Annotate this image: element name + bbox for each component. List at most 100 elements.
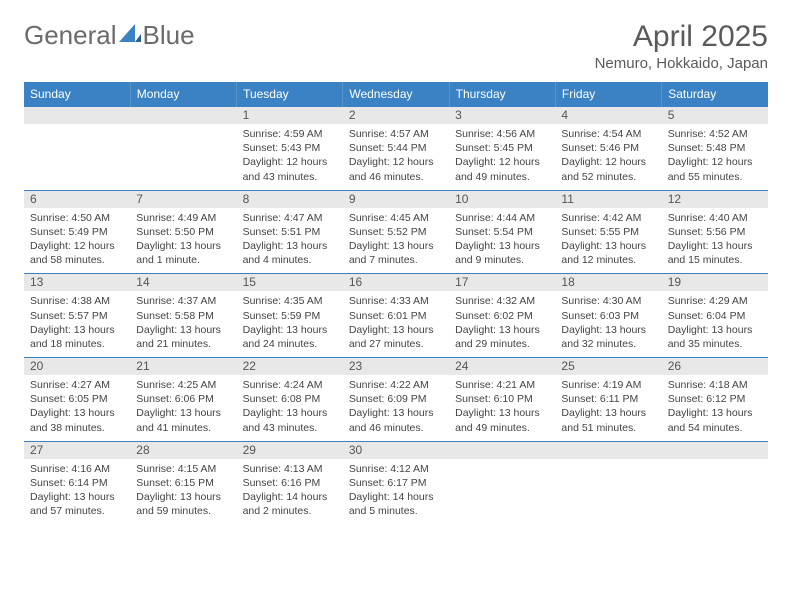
day-content	[24, 124, 130, 184]
day-cell: 2Sunrise: 4:57 AMSunset: 5:44 PMDaylight…	[343, 107, 449, 191]
day-content: Sunrise: 4:59 AMSunset: 5:43 PMDaylight:…	[237, 124, 343, 190]
daylight-text: Daylight: 12 hours and 49 minutes.	[455, 155, 549, 183]
day-cell: 16Sunrise: 4:33 AMSunset: 6:01 PMDayligh…	[343, 274, 449, 358]
sunset-text: Sunset: 5:54 PM	[455, 225, 549, 239]
daylight-text: Daylight: 12 hours and 52 minutes.	[561, 155, 655, 183]
week-row: 13Sunrise: 4:38 AMSunset: 5:57 PMDayligh…	[24, 274, 768, 358]
day-header-row: Sunday Monday Tuesday Wednesday Thursday…	[24, 82, 768, 107]
day-content: Sunrise: 4:21 AMSunset: 6:10 PMDaylight:…	[449, 375, 555, 441]
week-row: 6Sunrise: 4:50 AMSunset: 5:49 PMDaylight…	[24, 190, 768, 274]
daylight-text: Daylight: 12 hours and 58 minutes.	[30, 239, 124, 267]
sunset-text: Sunset: 6:16 PM	[243, 476, 337, 490]
day-cell: 6Sunrise: 4:50 AMSunset: 5:49 PMDaylight…	[24, 190, 130, 274]
daylight-text: Daylight: 13 hours and 46 minutes.	[349, 406, 443, 434]
sunset-text: Sunset: 6:09 PM	[349, 392, 443, 406]
daylight-text: Daylight: 13 hours and 49 minutes.	[455, 406, 549, 434]
day-content: Sunrise: 4:15 AMSunset: 6:15 PMDaylight:…	[130, 459, 236, 525]
day-content: Sunrise: 4:12 AMSunset: 6:17 PMDaylight:…	[343, 459, 449, 525]
calendar-body: 1Sunrise: 4:59 AMSunset: 5:43 PMDaylight…	[24, 107, 768, 525]
daylight-text: Daylight: 13 hours and 38 minutes.	[30, 406, 124, 434]
day-cell	[449, 441, 555, 524]
day-cell	[555, 441, 661, 524]
sunrise-text: Sunrise: 4:45 AM	[349, 211, 443, 225]
logo-sail-icon	[119, 20, 141, 51]
daylight-text: Daylight: 13 hours and 15 minutes.	[668, 239, 762, 267]
day-header-sun: Sunday	[24, 82, 130, 107]
day-cell: 14Sunrise: 4:37 AMSunset: 5:58 PMDayligh…	[130, 274, 236, 358]
day-content: Sunrise: 4:22 AMSunset: 6:09 PMDaylight:…	[343, 375, 449, 441]
day-content: Sunrise: 4:54 AMSunset: 5:46 PMDaylight:…	[555, 124, 661, 190]
day-content: Sunrise: 4:29 AMSunset: 6:04 PMDaylight:…	[662, 291, 768, 357]
daylight-text: Daylight: 13 hours and 57 minutes.	[30, 490, 124, 518]
day-cell	[24, 107, 130, 191]
daylight-text: Daylight: 13 hours and 32 minutes.	[561, 323, 655, 351]
sunset-text: Sunset: 6:17 PM	[349, 476, 443, 490]
day-cell: 23Sunrise: 4:22 AMSunset: 6:09 PMDayligh…	[343, 358, 449, 442]
sunrise-text: Sunrise: 4:13 AM	[243, 462, 337, 476]
day-cell: 19Sunrise: 4:29 AMSunset: 6:04 PMDayligh…	[662, 274, 768, 358]
sunset-text: Sunset: 5:48 PM	[668, 141, 762, 155]
day-content: Sunrise: 4:25 AMSunset: 6:06 PMDaylight:…	[130, 375, 236, 441]
sunset-text: Sunset: 6:10 PM	[455, 392, 549, 406]
daylight-text: Daylight: 13 hours and 43 minutes.	[243, 406, 337, 434]
day-cell: 17Sunrise: 4:32 AMSunset: 6:02 PMDayligh…	[449, 274, 555, 358]
date-number: 1	[237, 107, 343, 124]
sunrise-text: Sunrise: 4:22 AM	[349, 378, 443, 392]
sunrise-text: Sunrise: 4:59 AM	[243, 127, 337, 141]
day-content: Sunrise: 4:45 AMSunset: 5:52 PMDaylight:…	[343, 208, 449, 274]
sunrise-text: Sunrise: 4:12 AM	[349, 462, 443, 476]
date-number: 9	[343, 191, 449, 208]
daylight-text: Daylight: 12 hours and 46 minutes.	[349, 155, 443, 183]
day-cell: 13Sunrise: 4:38 AMSunset: 5:57 PMDayligh…	[24, 274, 130, 358]
sunset-text: Sunset: 5:57 PM	[30, 309, 124, 323]
date-number: 23	[343, 358, 449, 375]
date-number: 25	[555, 358, 661, 375]
date-number	[130, 107, 236, 124]
date-number: 15	[237, 274, 343, 291]
day-content	[662, 459, 768, 519]
daylight-text: Daylight: 12 hours and 43 minutes.	[243, 155, 337, 183]
sunset-text: Sunset: 5:45 PM	[455, 141, 549, 155]
month-title: April 2025	[595, 20, 768, 53]
day-content	[130, 124, 236, 184]
day-header-thu: Thursday	[449, 82, 555, 107]
sunrise-text: Sunrise: 4:30 AM	[561, 294, 655, 308]
date-number: 22	[237, 358, 343, 375]
sunset-text: Sunset: 6:14 PM	[30, 476, 124, 490]
week-row: 20Sunrise: 4:27 AMSunset: 6:05 PMDayligh…	[24, 358, 768, 442]
sunrise-text: Sunrise: 4:37 AM	[136, 294, 230, 308]
day-content	[555, 459, 661, 519]
day-content: Sunrise: 4:35 AMSunset: 5:59 PMDaylight:…	[237, 291, 343, 357]
week-row: 27Sunrise: 4:16 AMSunset: 6:14 PMDayligh…	[24, 441, 768, 524]
sunrise-text: Sunrise: 4:32 AM	[455, 294, 549, 308]
day-cell	[130, 107, 236, 191]
date-number: 21	[130, 358, 236, 375]
daylight-text: Daylight: 14 hours and 5 minutes.	[349, 490, 443, 518]
day-content: Sunrise: 4:40 AMSunset: 5:56 PMDaylight:…	[662, 208, 768, 274]
day-content: Sunrise: 4:16 AMSunset: 6:14 PMDaylight:…	[24, 459, 130, 525]
sunset-text: Sunset: 5:52 PM	[349, 225, 443, 239]
week-row: 1Sunrise: 4:59 AMSunset: 5:43 PMDaylight…	[24, 107, 768, 191]
date-number: 28	[130, 442, 236, 459]
day-content	[449, 459, 555, 519]
day-cell: 26Sunrise: 4:18 AMSunset: 6:12 PMDayligh…	[662, 358, 768, 442]
day-header-wed: Wednesday	[343, 82, 449, 107]
date-number: 12	[662, 191, 768, 208]
day-cell: 22Sunrise: 4:24 AMSunset: 6:08 PMDayligh…	[237, 358, 343, 442]
header: General Blue April 2025 Nemuro, Hokkaido…	[24, 20, 768, 72]
date-number: 8	[237, 191, 343, 208]
date-number	[449, 442, 555, 459]
day-content: Sunrise: 4:42 AMSunset: 5:55 PMDaylight:…	[555, 208, 661, 274]
date-number: 2	[343, 107, 449, 124]
date-number: 4	[555, 107, 661, 124]
date-number: 7	[130, 191, 236, 208]
date-number: 27	[24, 442, 130, 459]
daylight-text: Daylight: 12 hours and 55 minutes.	[668, 155, 762, 183]
day-header-tue: Tuesday	[237, 82, 343, 107]
date-number	[555, 442, 661, 459]
sunset-text: Sunset: 6:08 PM	[243, 392, 337, 406]
title-block: April 2025 Nemuro, Hokkaido, Japan	[595, 20, 768, 72]
location: Nemuro, Hokkaido, Japan	[595, 55, 768, 72]
daylight-text: Daylight: 13 hours and 7 minutes.	[349, 239, 443, 267]
date-number: 24	[449, 358, 555, 375]
